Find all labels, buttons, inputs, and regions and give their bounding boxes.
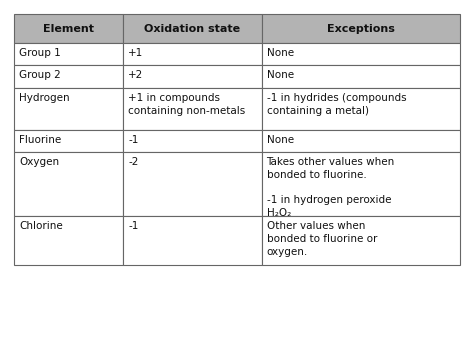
Text: None: None <box>266 135 294 145</box>
Bar <box>123 14 262 43</box>
Text: -2: -2 <box>128 157 138 167</box>
Bar <box>123 43 262 65</box>
Text: Group 1: Group 1 <box>19 48 61 58</box>
Text: +1: +1 <box>128 48 144 58</box>
Text: None: None <box>266 71 294 81</box>
Bar <box>14 88 123 130</box>
Bar <box>262 130 460 152</box>
Bar <box>123 152 262 216</box>
Bar <box>14 216 123 266</box>
Bar <box>14 130 123 152</box>
Bar <box>123 216 262 266</box>
Bar <box>262 14 460 43</box>
Text: Oxygen: Oxygen <box>19 157 59 167</box>
Text: Exceptions: Exceptions <box>327 24 395 34</box>
Bar <box>123 88 262 130</box>
Text: Hydrogen: Hydrogen <box>19 93 70 103</box>
Bar <box>14 43 123 65</box>
Text: None: None <box>266 48 294 58</box>
Bar <box>262 152 460 216</box>
Text: Group 2: Group 2 <box>19 71 61 81</box>
Text: +2: +2 <box>128 71 144 81</box>
Bar <box>123 130 262 152</box>
Text: -1: -1 <box>128 135 138 145</box>
Text: Element: Element <box>43 24 94 34</box>
Bar <box>123 65 262 88</box>
Bar <box>262 43 460 65</box>
Text: Chlorine: Chlorine <box>19 221 63 231</box>
Text: -1 in hydrides (compounds
containing a metal): -1 in hydrides (compounds containing a m… <box>266 93 406 115</box>
Bar <box>14 14 123 43</box>
Bar <box>14 65 123 88</box>
Text: Other values when
bonded to fluorine or
oxygen.: Other values when bonded to fluorine or … <box>266 221 377 257</box>
Text: Fluorine: Fluorine <box>19 135 61 145</box>
Bar <box>262 65 460 88</box>
Bar <box>14 152 123 216</box>
Bar <box>262 216 460 266</box>
Text: Oxidation state: Oxidation state <box>145 24 240 34</box>
Text: Takes other values when
bonded to fluorine.

-1 in hydrogen peroxide
H₂O₂: Takes other values when bonded to fluori… <box>266 157 395 218</box>
Text: +1 in compounds
containing non-metals: +1 in compounds containing non-metals <box>128 93 246 115</box>
Text: -1: -1 <box>128 221 138 231</box>
Bar <box>262 88 460 130</box>
